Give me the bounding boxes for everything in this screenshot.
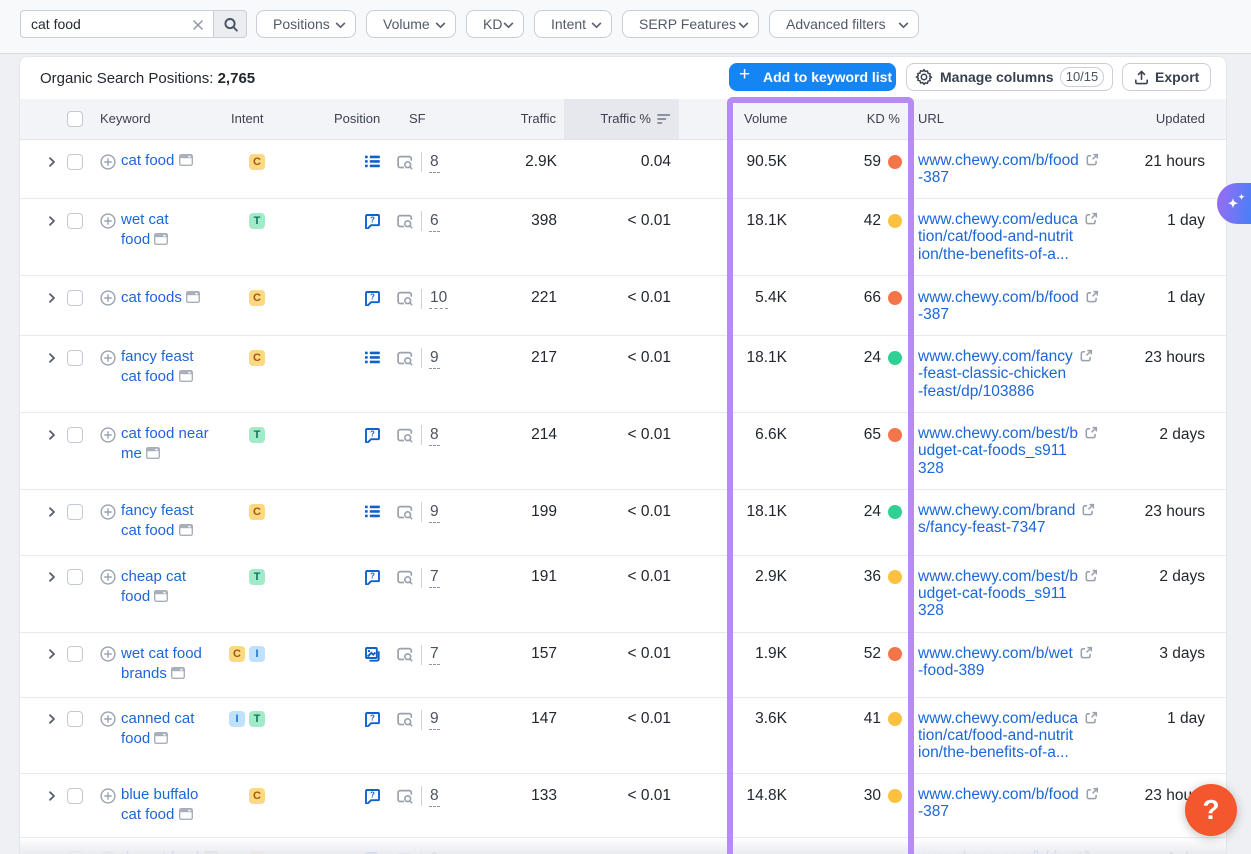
svg-text:?: ? <box>370 215 375 224</box>
svg-text:?: ? <box>370 572 375 581</box>
svg-text:?: ? <box>370 293 375 302</box>
svg-text:?: ? <box>370 429 375 438</box>
svg-text:?: ? <box>370 790 375 799</box>
svg-text:?: ? <box>370 714 375 723</box>
